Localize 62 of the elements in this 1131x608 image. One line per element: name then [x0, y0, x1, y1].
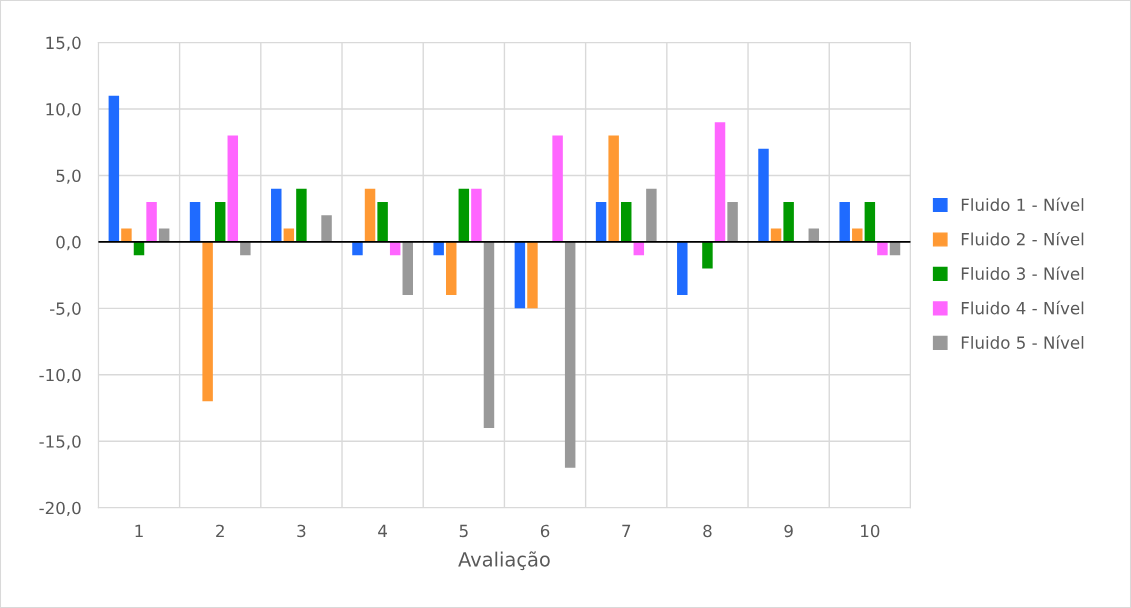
y-tick-label: -15,0 [39, 435, 81, 450]
bar [227, 135, 239, 242]
y-tick-label: 10,0 [46, 102, 81, 118]
y-tick-label: 5,0 [56, 169, 81, 184]
bar [839, 202, 850, 242]
bar [296, 188, 307, 242]
bar [564, 241, 576, 468]
x-tick-label: 2 [216, 524, 224, 538]
bar [202, 241, 213, 402]
bar [552, 135, 563, 242]
x-tick-label: 7 [622, 524, 631, 538]
bar [121, 228, 132, 242]
bar [433, 241, 444, 256]
bar [864, 202, 876, 242]
bar [321, 215, 332, 242]
y-tick-label: -20,0 [39, 501, 81, 516]
bar [852, 228, 863, 242]
legend-label: Fluido 5 - Nível [961, 335, 1084, 349]
bar [483, 241, 495, 428]
x-tick-label: 9 [784, 524, 793, 538]
bar [364, 188, 376, 242]
legend-label: Fluido 2 - Nível [961, 231, 1084, 246]
y-tick-label: 0,0 [56, 235, 81, 251]
y-tick-label: -5,0 [50, 302, 81, 317]
x-tick-label: 1 [135, 524, 143, 538]
bar [595, 202, 607, 242]
bar [146, 202, 157, 242]
bar [646, 188, 657, 242]
bar [189, 202, 201, 242]
bar [758, 148, 769, 242]
x-tick-label: 10 [861, 524, 880, 538]
bar [458, 188, 470, 242]
legend-label: Fluido 3 - Nível [961, 266, 1084, 280]
bar [352, 241, 363, 256]
bar [621, 202, 632, 242]
legend-label: Fluido 1 - Nível [961, 197, 1084, 212]
bar [240, 241, 251, 256]
bar [471, 188, 482, 242]
x-axis-title: Avaliação [458, 551, 550, 571]
bar [702, 241, 713, 269]
bar [527, 241, 538, 309]
bar [108, 95, 120, 242]
x-tick-label: 8 [703, 524, 712, 538]
bar [514, 241, 526, 309]
y-tick-label: 15,0 [46, 36, 81, 51]
bar [446, 241, 457, 296]
bar [783, 202, 794, 242]
x-tick-label: 3 [297, 524, 306, 538]
bar [714, 122, 726, 242]
legend-label: Fluido 4 - Nível [961, 300, 1084, 315]
bar [608, 135, 619, 242]
bar [214, 202, 226, 242]
bar [402, 241, 413, 296]
bar [677, 241, 688, 296]
bar [877, 241, 888, 256]
x-tick-label: 6 [540, 524, 550, 538]
x-tick-label: 5 [459, 524, 468, 538]
y-tick-label: -10,0 [39, 368, 81, 384]
bar [727, 202, 738, 242]
bar [377, 202, 388, 242]
x-tick-label: 4 [378, 524, 387, 538]
bar [271, 188, 282, 242]
